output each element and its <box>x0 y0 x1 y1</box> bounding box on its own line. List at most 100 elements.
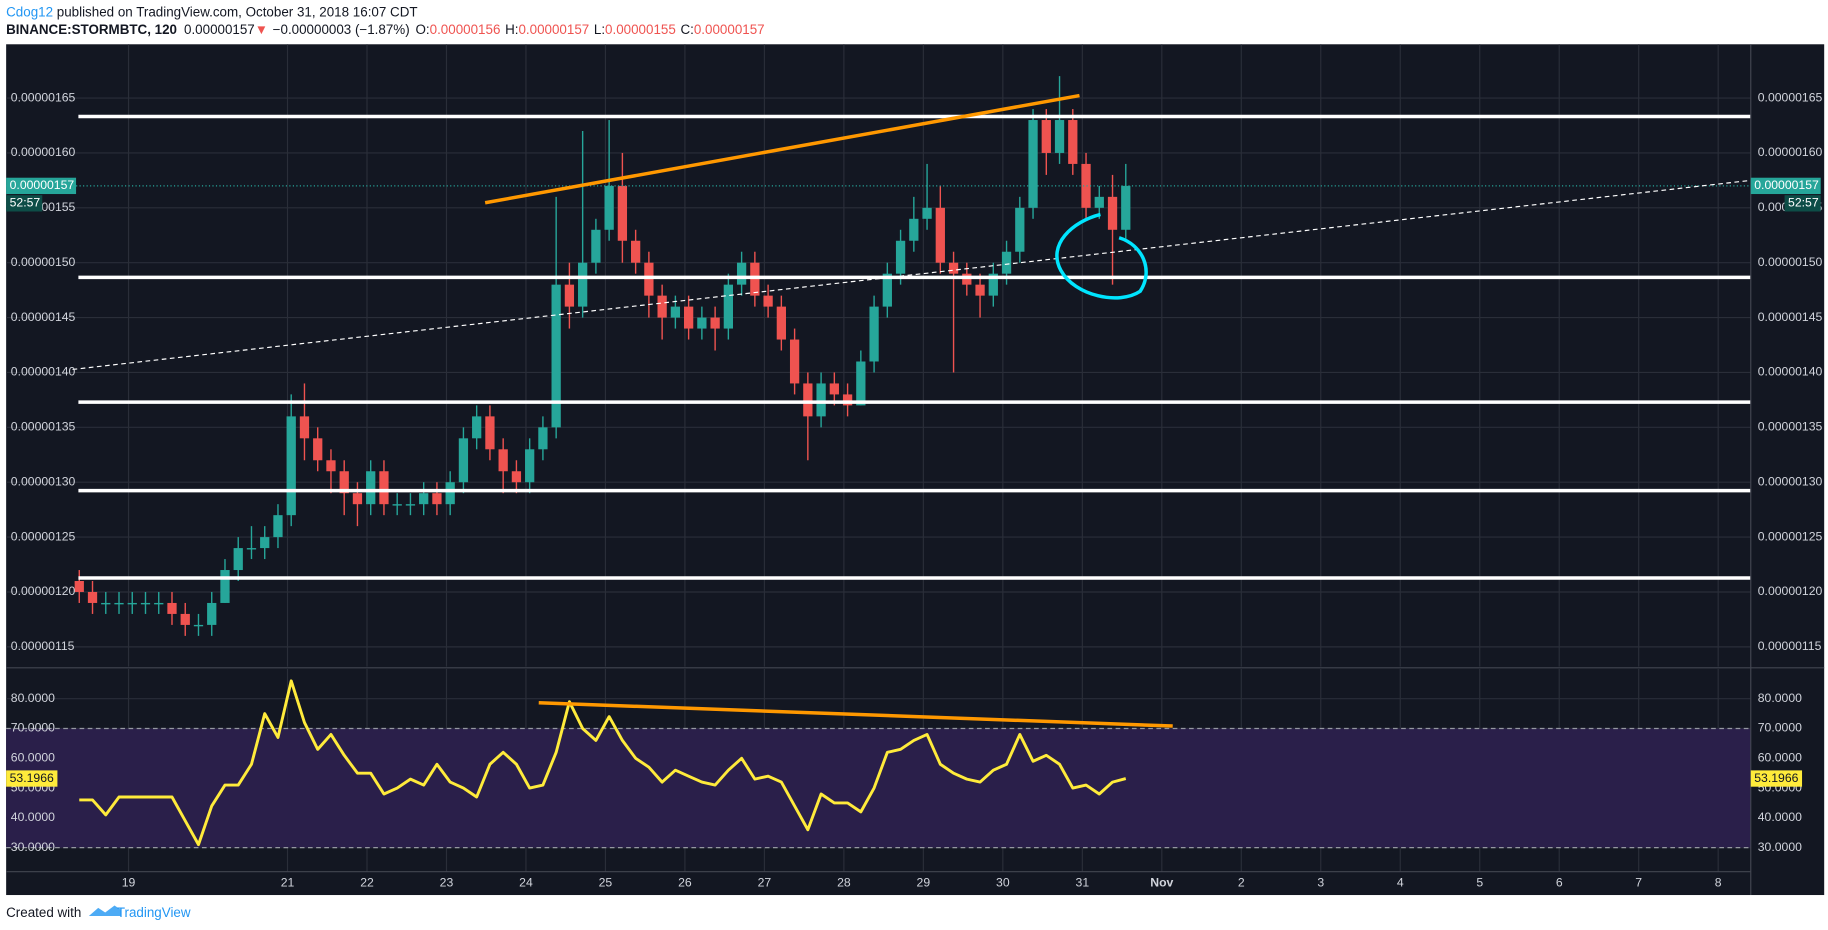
x-tick-label: 25 <box>599 876 613 890</box>
h-label: H: <box>505 22 518 37</box>
y-tick-label: 0.00000150 <box>1758 255 1823 269</box>
y-tick-label: 70.0000 <box>11 721 55 735</box>
y-tick-label: 0.00000165 <box>11 90 76 104</box>
y-tick-label: 0.00000120 <box>11 584 76 598</box>
change: −0.00000003 (−1.87%) <box>273 22 410 37</box>
candle-body <box>260 537 270 549</box>
x-tick-label: 3 <box>1317 876 1324 890</box>
y-tick-label: 0.00000135 <box>1758 420 1823 434</box>
c: 0.00000157 <box>694 22 765 37</box>
y-tick-label: 0.00000160 <box>11 145 76 159</box>
x-tick-label: 5 <box>1476 876 1483 890</box>
y-tick-label: 0.00000125 <box>1758 529 1823 543</box>
countdown-box <box>6 195 43 212</box>
published: published on TradingView.com, October 31… <box>53 4 418 19</box>
candle-body <box>683 306 694 329</box>
y-tick-label: 60.0000 <box>1758 751 1802 765</box>
candle-body <box>485 416 495 450</box>
y-tick-label: 0.00000160 <box>1758 145 1823 159</box>
candle-body <box>114 602 124 605</box>
candle-body <box>445 482 455 505</box>
y-tick-label: 0.00000140 <box>1758 365 1823 379</box>
candle-body <box>207 602 217 625</box>
y-tick-label: 0.00000130 <box>11 474 76 488</box>
y-tick-label: 30.0000 <box>1758 840 1802 854</box>
candle-body <box>1041 120 1051 153</box>
candle-body <box>154 602 164 605</box>
o: 0.00000156 <box>430 22 501 37</box>
author[interactable]: Cdog12 <box>6 4 53 19</box>
y-tick-label: 40.0000 <box>11 810 55 824</box>
x-tick-label: 28 <box>837 876 851 890</box>
x-tick-label: 29 <box>917 876 931 890</box>
candle-body <box>140 602 151 605</box>
candle-body <box>604 185 614 230</box>
x-tick-label: 7 <box>1635 876 1642 890</box>
last: 0.00000157 <box>184 22 255 37</box>
candle-body <box>326 460 336 472</box>
candle-body <box>895 240 906 274</box>
publish-line: Cdog12 published on TradingView.com, Oct… <box>6 4 417 19</box>
candle-body <box>856 361 866 406</box>
candle-body <box>657 295 667 318</box>
footer-created: Created with <box>6 905 81 920</box>
candle-body <box>922 207 932 219</box>
candle-body <box>710 317 720 329</box>
x-tick-label: 23 <box>440 876 454 890</box>
y-tick-label: 80.0000 <box>1758 691 1802 705</box>
candle-body <box>644 262 654 296</box>
y-tick-label: 0.00000145 <box>1758 310 1823 324</box>
x-tick-label: 19 <box>122 876 136 890</box>
candle-body <box>1054 120 1065 153</box>
candle-body <box>909 218 919 241</box>
candle-body <box>379 471 389 505</box>
x-tick-label: 6 <box>1556 876 1563 890</box>
candle-body <box>670 306 681 318</box>
trend-line <box>72 180 1749 371</box>
y-tick-label: 0.00000130 <box>1758 474 1823 488</box>
y-tick-label: 40.0000 <box>1758 810 1802 824</box>
candle-body <box>763 295 773 307</box>
x-tick-label: 26 <box>678 876 692 890</box>
candle-body <box>1015 207 1025 252</box>
x-tick-label: Nov <box>1150 876 1173 890</box>
x-tick-label: 22 <box>360 876 374 890</box>
arrow: ▼ <box>255 22 268 37</box>
candle-body <box>432 493 442 505</box>
rsi-label-box <box>6 770 58 787</box>
x-tick-label: 4 <box>1397 876 1404 890</box>
h: 0.00000157 <box>518 22 589 37</box>
l-label: L: <box>594 22 605 37</box>
candle-body <box>551 284 561 428</box>
x-tick-label: 27 <box>758 876 772 890</box>
y-tick-label: 0.00000165 <box>1758 90 1823 104</box>
candle-body <box>591 229 601 263</box>
price-label-box <box>6 177 77 195</box>
countdown-box <box>1784 195 1821 212</box>
footer-brand[interactable]: TradingView <box>117 905 191 920</box>
candle-body <box>472 416 482 439</box>
candle-body <box>842 394 853 406</box>
price-label: 0.00000157 <box>1754 178 1819 192</box>
x-tick-label: 24 <box>519 876 533 890</box>
candle-body <box>525 449 535 483</box>
candle-body <box>458 438 469 483</box>
trend-line <box>484 93 1080 205</box>
x-tick-label: 2 <box>1238 876 1245 890</box>
candle-body <box>829 383 839 395</box>
candle-body <box>1107 196 1118 230</box>
candle-body <box>564 284 575 307</box>
candle-body <box>789 339 800 384</box>
symbol-line: BINANCE:STORMBTC, 120 0.00000157▼ −0.00000… <box>6 22 764 37</box>
y-tick-label: 0.00000125 <box>11 529 76 543</box>
candle-body <box>723 284 734 329</box>
candle-body <box>286 416 296 516</box>
brand-logo[interactable] <box>88 905 122 917</box>
candle-body <box>988 273 998 296</box>
y-tick-label: 0.00000150 <box>11 255 76 269</box>
candle-body <box>578 262 588 307</box>
highlight-circle <box>1055 212 1148 300</box>
candle-body <box>1068 120 1078 164</box>
y-tick-label: 0.00000140 <box>11 365 76 379</box>
